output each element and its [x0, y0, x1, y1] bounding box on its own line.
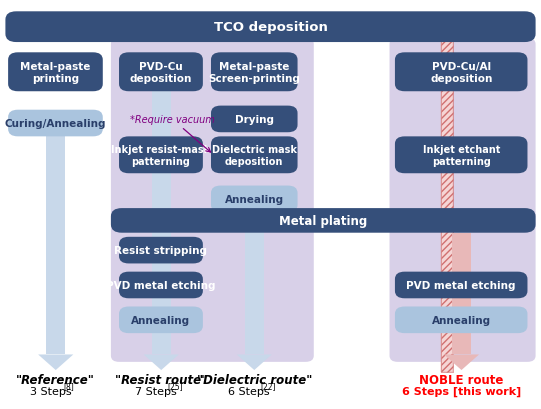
- FancyBboxPatch shape: [395, 272, 527, 299]
- Text: Inkjet resist-mask
patterning: Inkjet resist-mask patterning: [111, 145, 210, 166]
- FancyBboxPatch shape: [211, 186, 298, 213]
- Polygon shape: [38, 355, 74, 370]
- Text: Curing/Annealing: Curing/Annealing: [5, 119, 106, 129]
- FancyBboxPatch shape: [119, 237, 203, 264]
- Text: Drying: Drying: [235, 115, 274, 125]
- Polygon shape: [46, 137, 65, 355]
- FancyBboxPatch shape: [5, 12, 536, 43]
- Text: "Resist route": "Resist route": [115, 373, 207, 386]
- Text: Metal-paste
Screen-printing: Metal-paste Screen-printing: [208, 62, 300, 83]
- Polygon shape: [245, 213, 264, 355]
- Polygon shape: [237, 355, 272, 370]
- Text: PVD-Cu
deposition: PVD-Cu deposition: [130, 62, 192, 83]
- Text: Resist stripping: Resist stripping: [115, 245, 207, 256]
- Text: 3 Steps: 3 Steps: [30, 386, 71, 396]
- Bar: [441, 39, 453, 372]
- FancyBboxPatch shape: [119, 307, 203, 333]
- FancyBboxPatch shape: [211, 53, 298, 92]
- Text: 7 Steps: 7 Steps: [135, 386, 177, 396]
- Text: [8]: [8]: [64, 382, 75, 391]
- Text: [22]: [22]: [260, 382, 275, 391]
- FancyBboxPatch shape: [395, 53, 527, 92]
- Text: Dielectric mask
deposition: Dielectric mask deposition: [212, 145, 297, 166]
- Text: Annealing: Annealing: [432, 315, 491, 325]
- Text: [25]: [25]: [167, 382, 182, 391]
- FancyBboxPatch shape: [119, 137, 203, 174]
- Text: NOBLE route: NOBLE route: [419, 373, 504, 386]
- Text: Metal-paste
printing: Metal-paste printing: [20, 62, 91, 83]
- FancyBboxPatch shape: [390, 39, 536, 362]
- FancyBboxPatch shape: [395, 137, 527, 174]
- Text: TCO deposition: TCO deposition: [214, 21, 327, 34]
- Text: 6 Steps [this work]: 6 Steps [this work]: [402, 386, 521, 396]
- Text: Metal plating: Metal plating: [279, 214, 367, 227]
- Polygon shape: [151, 92, 171, 355]
- Text: 6 Steps: 6 Steps: [228, 386, 269, 396]
- FancyBboxPatch shape: [119, 53, 203, 92]
- Text: Annealing: Annealing: [225, 194, 284, 204]
- Text: Annealing: Annealing: [131, 315, 190, 325]
- FancyBboxPatch shape: [211, 106, 298, 133]
- Polygon shape: [444, 355, 479, 370]
- Text: "Reference": "Reference": [16, 373, 95, 386]
- Text: PVD metal etching: PVD metal etching: [406, 280, 516, 290]
- Polygon shape: [143, 355, 179, 370]
- FancyBboxPatch shape: [111, 209, 536, 233]
- Text: PVD metal etching: PVD metal etching: [106, 280, 216, 290]
- FancyBboxPatch shape: [8, 110, 103, 137]
- Text: Inkjet etchant
patterning: Inkjet etchant patterning: [423, 145, 500, 166]
- FancyBboxPatch shape: [395, 307, 527, 333]
- FancyBboxPatch shape: [8, 53, 103, 92]
- FancyBboxPatch shape: [111, 39, 314, 362]
- Bar: [441, 39, 453, 372]
- Polygon shape: [452, 233, 471, 355]
- FancyBboxPatch shape: [211, 137, 298, 174]
- FancyBboxPatch shape: [119, 272, 203, 299]
- Text: *Require vacuum: *Require vacuum: [130, 115, 215, 153]
- Text: PVD-Cu/Al
deposition: PVD-Cu/Al deposition: [430, 62, 492, 83]
- Text: "Dielectric route": "Dielectric route": [196, 373, 312, 386]
